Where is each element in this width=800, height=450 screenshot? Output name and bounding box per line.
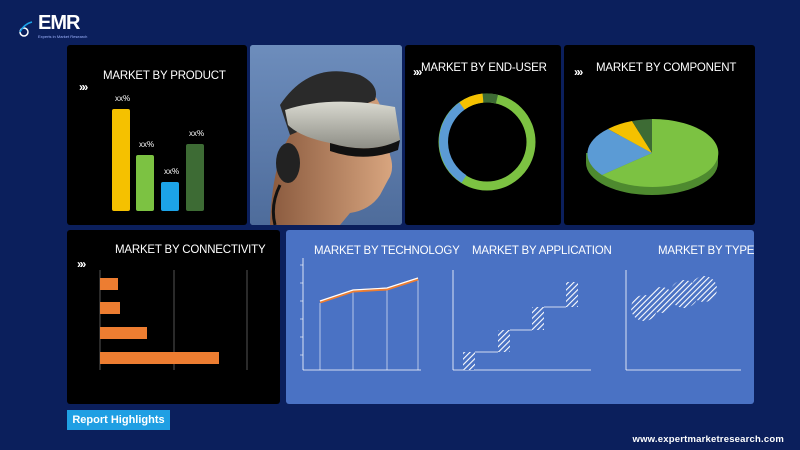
- donut-segment-blue: [439, 102, 467, 183]
- bubble-2: [648, 287, 674, 313]
- bubble-3: [670, 280, 698, 308]
- connectivity-bar-chart: [99, 270, 248, 370]
- emr-logo[interactable]: EMR Experts in Market Research: [18, 12, 87, 42]
- panel-market-by-product: »» MARKET BY PRODUCT xx% xx% xx% xx%: [67, 45, 247, 225]
- step-1: [463, 352, 475, 370]
- logo-text: EMR: [38, 12, 80, 34]
- bar-label-4: xx%: [189, 129, 204, 138]
- report-highlights-button[interactable]: Report Highlights: [67, 410, 170, 430]
- panel-market-by-component: »» MARKET BY COMPONENT: [564, 45, 755, 225]
- double-chevron-icon: »»: [413, 65, 423, 79]
- type-bubble-chart: [625, 270, 741, 371]
- vr-headset-photo: [250, 45, 402, 225]
- panel-market-by-connectivity: »» MARKET BY CONNECTIVITY: [67, 230, 280, 404]
- pie-slice-green: [602, 118, 719, 187]
- bar-2: [136, 155, 154, 211]
- donut-segment-yellow: [459, 93, 484, 110]
- step-2: [498, 330, 510, 352]
- pie-slice-blue: [587, 129, 652, 175]
- pie-slice-dark-green: [632, 119, 652, 153]
- donut-segment-dark-green: [482, 93, 499, 104]
- type-title: MARKET BY TYPE: [658, 245, 755, 257]
- hbar-4: [100, 352, 219, 364]
- bubble-4: [691, 276, 717, 302]
- pie-slice-yellow: [608, 121, 652, 153]
- panel-title: MARKET BY PRODUCT: [103, 70, 226, 82]
- product-bar-chart: xx% xx% xx% xx%: [112, 94, 204, 211]
- double-chevron-icon: »»: [574, 65, 584, 79]
- technology-title: MARKET BY TECHNOLOGY: [314, 245, 460, 257]
- end-user-donut-chart: [438, 93, 536, 191]
- bar-label-2: xx%: [139, 140, 154, 149]
- hbar-3: [100, 327, 147, 339]
- blue-panel-charts: [300, 258, 741, 371]
- component-3d-pie-chart: [586, 118, 719, 195]
- step-4: [566, 282, 578, 307]
- bar-label-3: xx%: [164, 167, 179, 176]
- panel-title: MARKET BY CONNECTIVITY: [115, 244, 266, 256]
- hbar-2: [100, 302, 120, 314]
- panel-title: MARKET BY COMPONENT: [596, 62, 737, 74]
- panel-title: MARKET BY END-USER: [421, 62, 547, 74]
- globe-icon: [19, 21, 33, 37]
- bar-1: [112, 109, 130, 211]
- application-title: MARKET BY APPLICATION: [472, 245, 612, 257]
- step-3: [532, 307, 544, 330]
- panel-blue-technology-application-type: MARKET BY TECHNOLOGY MARKET BY APPLICATI…: [286, 230, 754, 404]
- application-step-chart: [452, 270, 591, 371]
- bar-4: [186, 144, 204, 211]
- bar-3: [161, 182, 179, 211]
- vr-person-illustration: [250, 45, 402, 225]
- hbar-1: [100, 278, 118, 290]
- double-chevron-icon: »»: [79, 80, 89, 94]
- double-chevron-icon: »»: [77, 257, 87, 271]
- bar-label-1: xx%: [115, 94, 130, 103]
- panel-market-by-end-user: »» MARKET BY END-USER: [405, 45, 561, 225]
- technology-line-chart: [300, 258, 421, 371]
- logo-tagline: Experts in Market Research: [38, 34, 88, 39]
- website-url[interactable]: www.expertmarketresearch.com: [632, 434, 784, 445]
